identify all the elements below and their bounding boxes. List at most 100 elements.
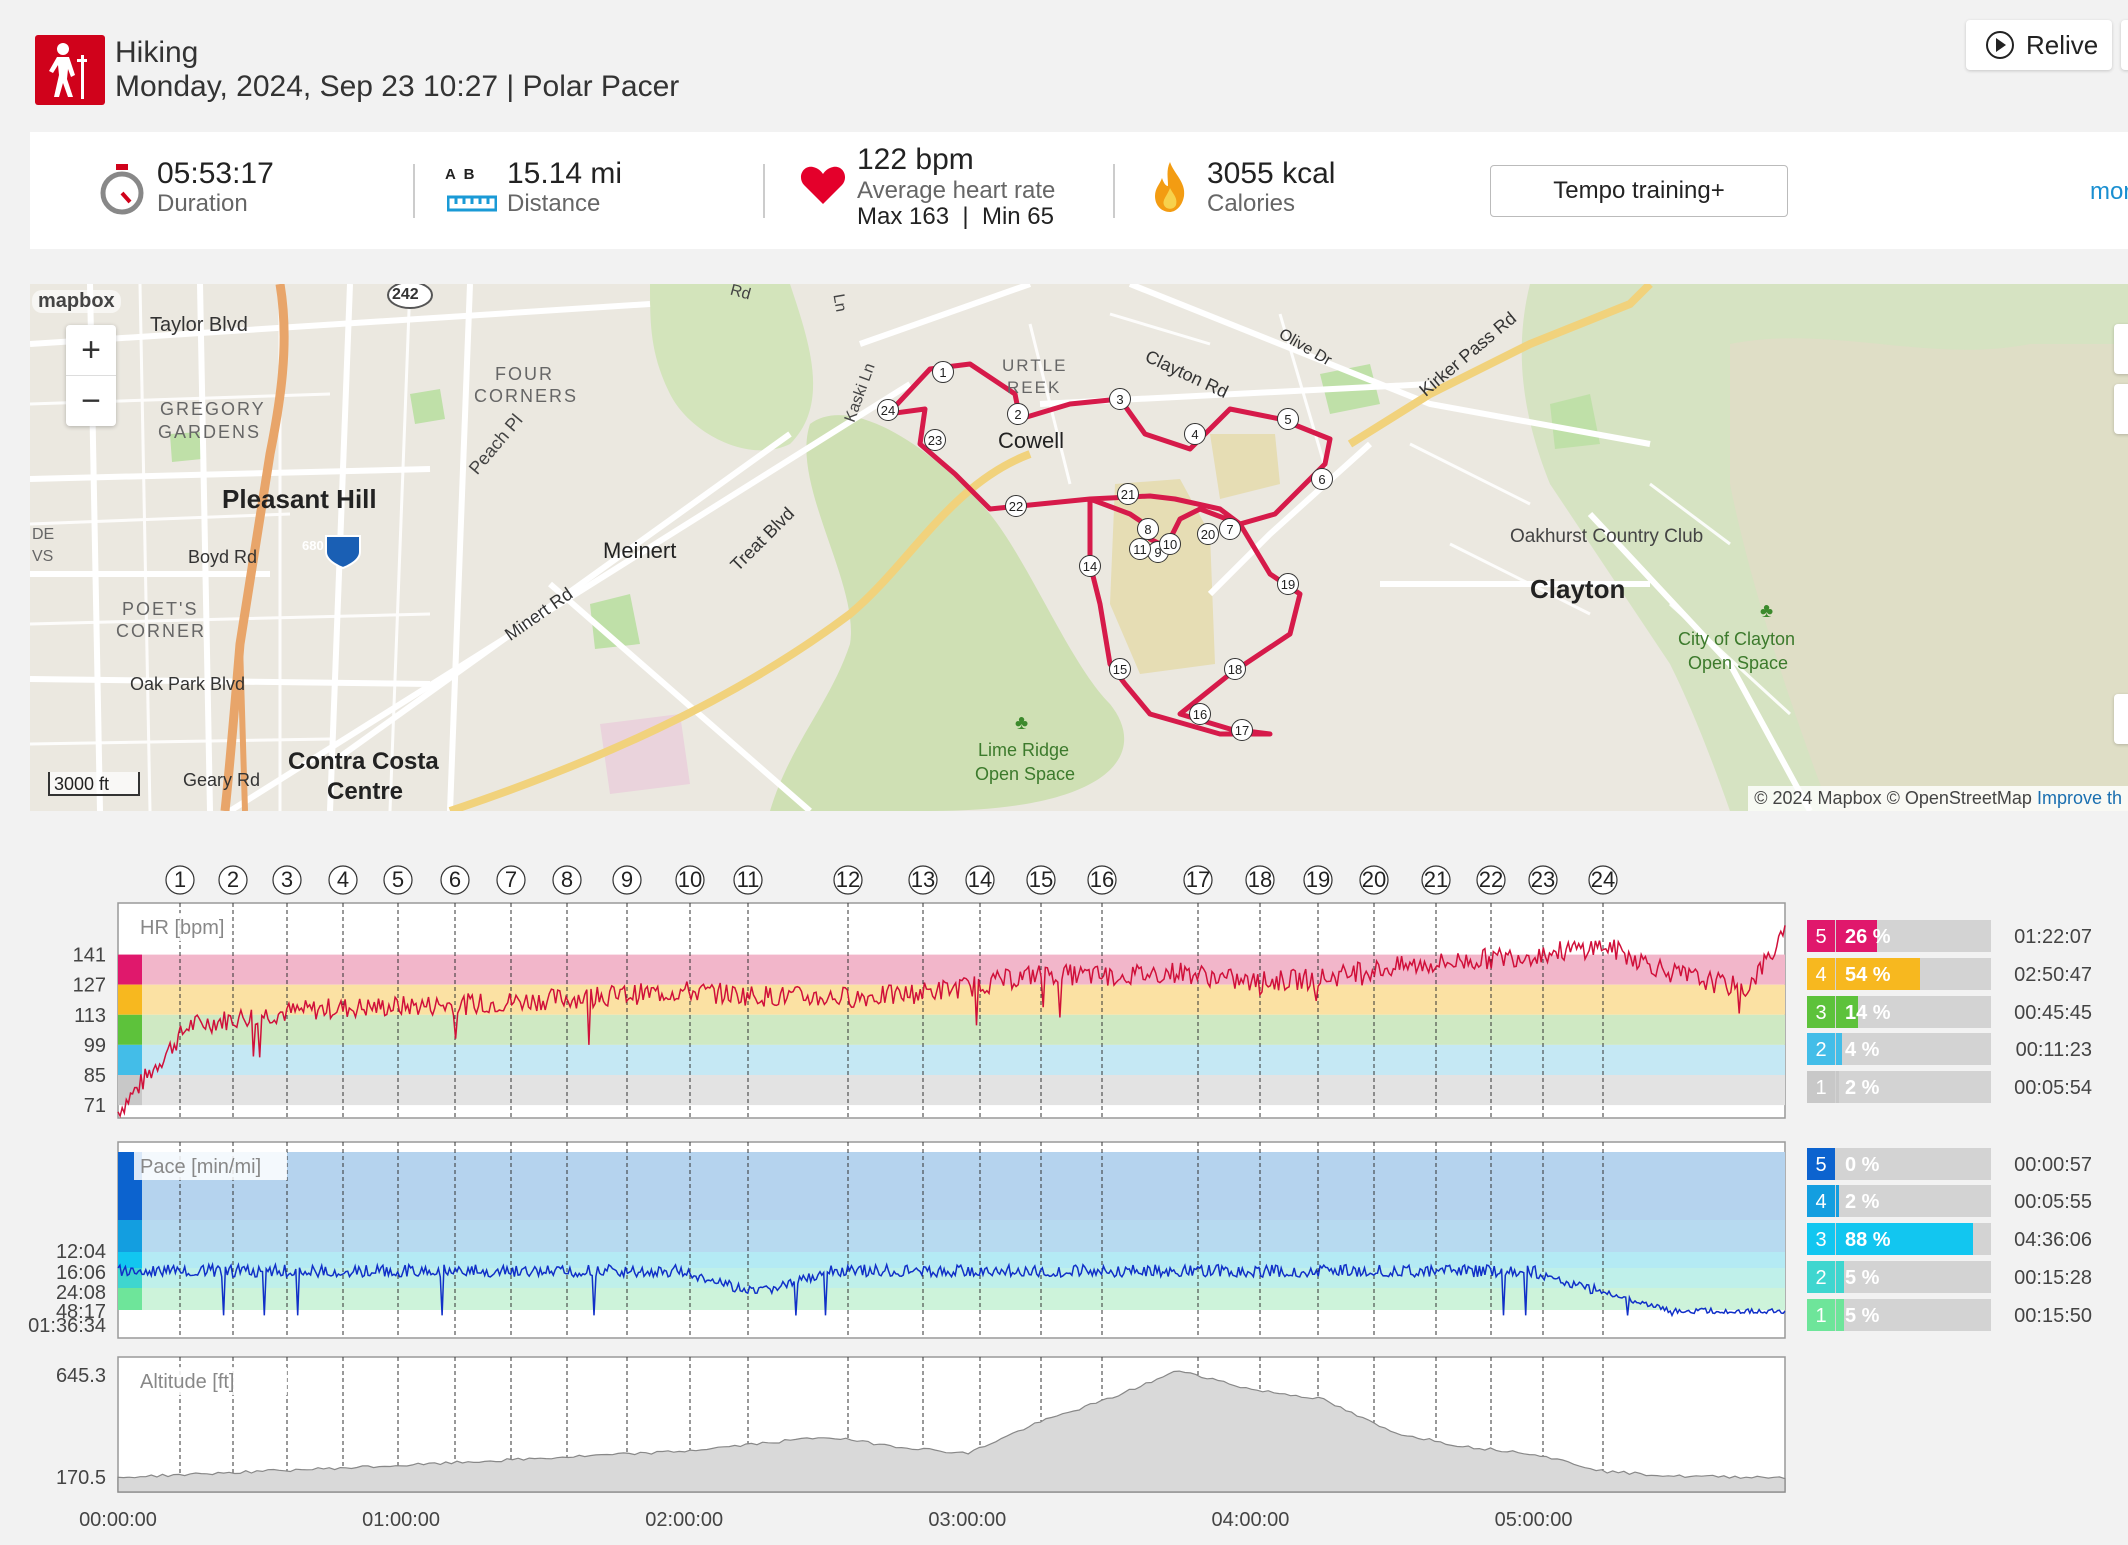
route-marker[interactable]: 8 [1137, 518, 1159, 540]
improve-map-link[interactable]: Improve th [2036, 788, 2122, 808]
map-label: Cowell [998, 428, 1065, 453]
map-label: REEK [1007, 378, 1062, 397]
time-tick: 03:00:00 [928, 1509, 1006, 1531]
route-marker[interactable]: 20 [1197, 523, 1219, 545]
map-label: Geary Rd [183, 770, 261, 790]
map-layer-button[interactable] [2114, 324, 2128, 374]
lap-marker [1476, 865, 1506, 895]
lap-label: 1 [174, 867, 186, 892]
highway-shield-680 [325, 535, 361, 570]
map-label: Centre [327, 778, 404, 805]
hr-zone-marker [118, 984, 142, 1015]
pace-zone-percent: 5 % [1845, 1267, 1880, 1289]
route-marker[interactable]: 11 [1129, 538, 1151, 560]
route-marker[interactable]: 5 [1277, 408, 1299, 430]
hr-tick: 71 [84, 1095, 106, 1117]
route-marker[interactable]: 21 [1117, 483, 1139, 505]
route-marker[interactable]: 15 [1109, 658, 1131, 680]
route-marker[interactable]: 19 [1277, 573, 1299, 595]
highway-shield-242 [387, 284, 433, 309]
pace-zone-fill [1836, 1261, 1844, 1293]
route-marker[interactable]: 17 [1231, 719, 1253, 741]
park-icon: ♣ [1015, 712, 1029, 734]
chart-title: Pace [min/mi] [140, 1156, 261, 1178]
hr-zone-band [118, 1075, 1785, 1106]
lap-label: 3 [281, 867, 293, 892]
time-tick: 04:00:00 [1212, 1509, 1290, 1531]
route-marker[interactable]: 14 [1079, 555, 1101, 577]
map-fullscreen-button[interactable] [2114, 694, 2128, 744]
pace-series-line [117, 1261, 1786, 1318]
route-marker[interactable]: 1 [932, 361, 954, 383]
relive-button[interactable]: Relive [1966, 20, 2112, 70]
session-subtitle: Monday, 2024, Sep 23 10:27 | Polar Pacer [115, 70, 680, 103]
route-marker[interactable]: 7 [1219, 518, 1241, 540]
route-marker[interactable]: 4 [1184, 423, 1206, 445]
lap-marker [965, 865, 995, 895]
lap-label: 20 [1362, 867, 1386, 892]
hr-zone-time: 00:11:23 [2016, 1039, 2092, 1061]
pace-zone-zone-badge [1807, 1299, 1835, 1331]
route-marker[interactable]: 18 [1224, 658, 1246, 680]
hr-zone-percent: 4 % [1845, 1039, 1880, 1061]
pace-zone-zone-number: 3 [1815, 1229, 1826, 1251]
lap-label: 21 [1424, 867, 1448, 892]
hr-zone-zone-number: 2 [1815, 1039, 1826, 1061]
pace-zone-band [118, 1288, 1785, 1310]
pace-tick: 24:08 [56, 1282, 106, 1304]
pace-tick: 48:17 [56, 1301, 106, 1323]
pace-zone-zone-badge [1807, 1185, 1835, 1217]
lap-label: 9 [621, 867, 633, 892]
map-attribution: © 2024 Mapbox © OpenStreetMap Improve th [1748, 786, 2128, 811]
route-marker[interactable]: 22 [1005, 495, 1027, 517]
altitude-tick: 170.5 [56, 1467, 106, 1489]
lap-label: 8 [561, 867, 573, 892]
lap-label: 23 [1531, 867, 1555, 892]
lap-label: 6 [449, 867, 461, 892]
map-label: Open Space [975, 764, 1076, 784]
stopwatch-icon [98, 162, 146, 221]
hr-zone-time: 00:05:54 [2014, 1077, 2092, 1099]
hr-zone-zone-badge [1807, 1071, 1835, 1103]
route-marker[interactable]: 3 [1109, 388, 1131, 410]
zoom-in-button[interactable]: + [66, 325, 116, 375]
route-marker[interactable]: 6 [1311, 468, 1333, 490]
map-compass-button[interactable] [2114, 384, 2128, 434]
hr-zone-fill [1836, 1071, 1839, 1103]
lap-label: 4 [337, 867, 349, 892]
lap-marker [328, 865, 358, 895]
divider [1113, 164, 1115, 218]
hr-tick: 127 [73, 975, 106, 997]
lap-marker [165, 865, 195, 895]
map-label: POET'S [122, 599, 199, 619]
training-benefit-button[interactable]: Tempo training+ [1490, 165, 1788, 217]
pace-zone-time: 00:15:50 [2014, 1305, 2092, 1327]
hr-zone-fill [1836, 958, 1920, 990]
route-marker[interactable]: 2 [1007, 403, 1029, 425]
lap-marker [1303, 865, 1333, 895]
map-label: DE [32, 526, 55, 543]
map-label: GARDENS [158, 422, 262, 442]
zoom-out-button[interactable]: − [66, 376, 116, 426]
route-marker[interactable]: 23 [924, 429, 946, 451]
map-label: Boyd Rd [188, 547, 258, 567]
hr-zone-marker [118, 954, 142, 985]
lap-marker [552, 865, 582, 895]
hr-zone-fill [1836, 996, 1858, 1028]
calories-value: 3055 kcal [1207, 157, 1336, 190]
side-menu-button[interactable] [2121, 20, 2128, 70]
pace-tick: 12:04 [56, 1241, 106, 1263]
attribution-text: © 2024 Mapbox © OpenStreetMap [1754, 788, 2032, 808]
charts-panel[interactable]: 1 2 3 4 5 6 7 8 9 10 11 12 13 14 15 16 17 18 19 20 21 22 23 24 H… [0, 860, 2128, 1540]
route-marker[interactable]: 10 [1159, 533, 1181, 555]
flame-icon [1152, 160, 1188, 219]
time-tick: 01:00:00 [362, 1509, 440, 1531]
route-marker[interactable]: 24 [877, 399, 899, 421]
route-map[interactable]: Taylor Blvd GREGORY GARDENS FOUR CORNERS… [30, 284, 2128, 811]
more-link[interactable]: mor [2090, 178, 2128, 205]
hr-zone-band [118, 1014, 1785, 1045]
route-marker[interactable]: 16 [1189, 703, 1211, 725]
divider [763, 164, 765, 218]
pace-zone-track [1807, 1148, 1991, 1180]
lap-marker [272, 865, 302, 895]
